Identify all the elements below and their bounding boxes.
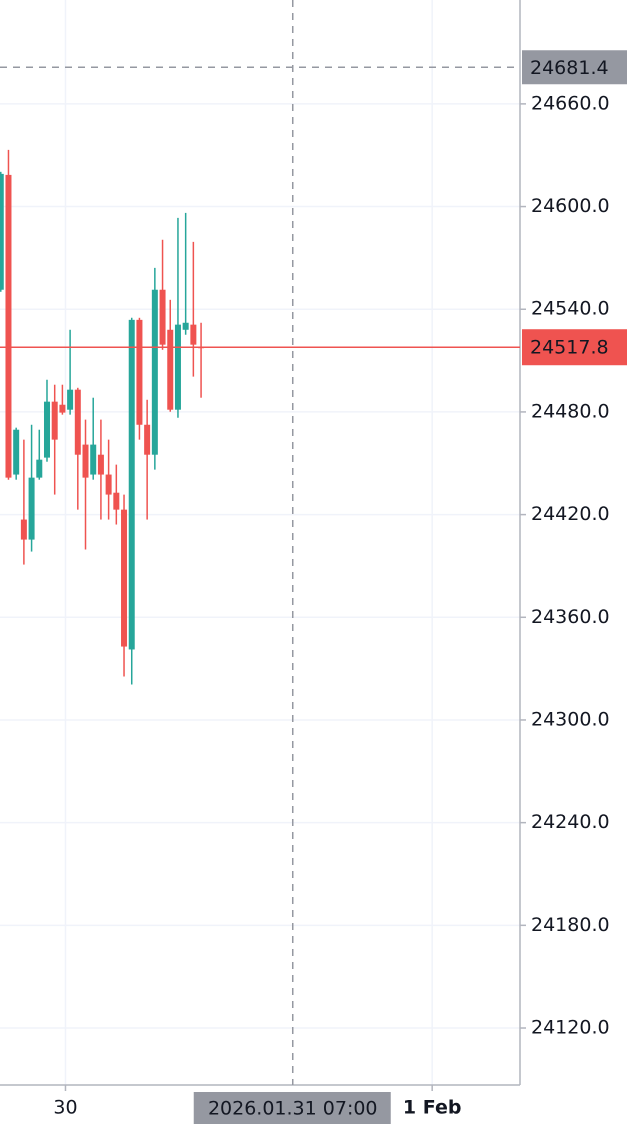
- candles: [0, 149, 205, 685]
- candle-body: [121, 509, 128, 647]
- candle-body: [51, 401, 58, 440]
- x-tick-label: 1 Feb: [403, 1097, 462, 1119]
- last-price-label: 24517.8: [530, 337, 609, 359]
- candle-body: [82, 444, 89, 478]
- candle-body: [167, 329, 174, 410]
- candle-body: [28, 477, 35, 540]
- candle-body: [20, 519, 27, 540]
- crosshair-time-box: [193, 1092, 391, 1124]
- grid: [0, 0, 520, 1085]
- candle-body: [5, 174, 12, 478]
- y-tick-label: 24540.0: [531, 298, 610, 320]
- candle-body: [182, 322, 189, 330]
- y-tick-label: 24180.0: [531, 914, 610, 936]
- y-tick-label: 24420.0: [531, 503, 610, 525]
- candle-body: [43, 401, 50, 458]
- last-price-box: [522, 329, 627, 366]
- x-tick-label: 30: [53, 1097, 77, 1119]
- candle-body: [97, 454, 104, 475]
- candle-body: [74, 389, 81, 455]
- candle-body: [190, 324, 197, 345]
- candle-body: [90, 444, 97, 475]
- candle-body: [67, 389, 74, 410]
- candle-body: [144, 424, 151, 455]
- crosshair-price-box: [522, 50, 627, 85]
- candle-body: [128, 319, 135, 650]
- candle-body: [136, 319, 143, 425]
- candle-body: [151, 289, 158, 455]
- crosshair-time-label: 2026.01.31 07:00: [208, 1098, 378, 1120]
- y-tick-label: 24480.0: [531, 400, 610, 422]
- candle-body: [13, 429, 20, 475]
- candle-body: [174, 324, 181, 410]
- y-tick-label: 24300.0: [531, 708, 610, 730]
- y-tick-label: 24600.0: [531, 195, 610, 217]
- y-tick-label: 24120.0: [531, 1017, 610, 1039]
- y-tick-label: 24240.0: [531, 811, 610, 833]
- y-tick-label: 24660.0: [531, 92, 610, 114]
- candle-body: [159, 289, 166, 345]
- candle-body: [0, 173, 4, 290]
- crosshair-price-label: 24681.4: [530, 57, 609, 79]
- candle-body: [105, 474, 112, 495]
- candle-body: [59, 404, 66, 413]
- candle-body: [36, 459, 43, 478]
- candle-body: [113, 492, 120, 510]
- y-tick-label: 24360.0: [531, 606, 610, 628]
